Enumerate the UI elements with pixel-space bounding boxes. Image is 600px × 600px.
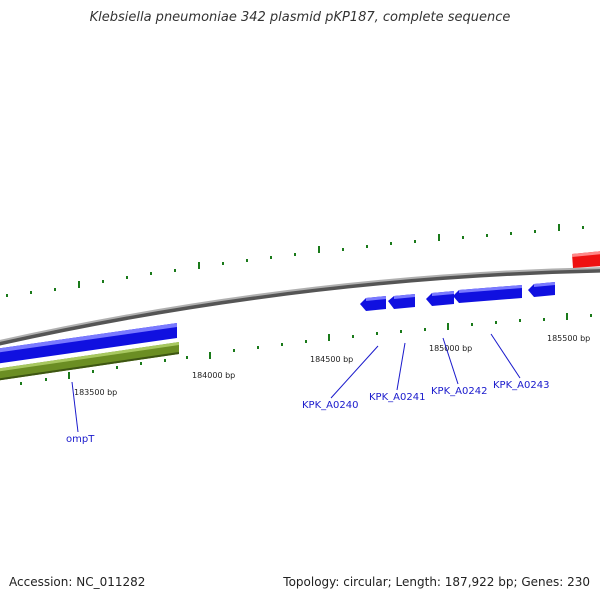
- cds-kpk-a0242: [426, 291, 454, 306]
- gene-label-kpk-a0242[interactable]: KPK_A0242: [431, 386, 487, 397]
- cds-kpk-a0243: [453, 285, 522, 303]
- cds-blue-left: [0, 323, 177, 364]
- tick-label-185000: 185000 bp: [429, 344, 472, 353]
- tick-label-184000: 184000 bp: [192, 371, 235, 380]
- cds-kpk-a0241: [388, 294, 415, 309]
- outer-tick-row: [6, 224, 584, 297]
- cds-ompT: [0, 342, 179, 381]
- accession-text: Accession: NC_011282: [9, 575, 146, 589]
- gene-label-kpk-a0243[interactable]: KPK_A0243: [493, 380, 549, 391]
- map-title: Klebsiella pneumoniae 342 plasmid pKP187…: [89, 10, 511, 25]
- gene-label-kpk-a0240[interactable]: KPK_A0240: [302, 400, 358, 411]
- gene-label-leaders: [71, 333, 521, 433]
- tick-label-184500: 184500 bp: [310, 355, 353, 364]
- tick-label-185500: 185500 bp: [547, 334, 590, 343]
- cds-red: [572, 251, 600, 268]
- backbone: [0, 267, 600, 346]
- cds-blue-small: [528, 282, 555, 297]
- tick-label-183500: 183500 bp: [74, 388, 117, 397]
- gene-label-kpk-a0241[interactable]: KPK_A0241: [369, 392, 425, 403]
- summary-text: Topology: circular; Length: 187,922 bp; …: [283, 575, 590, 589]
- gene-label-ompT[interactable]: ompT: [66, 434, 95, 445]
- cds-kpk-a0240: [360, 296, 386, 311]
- inner-tick-row: [20, 313, 592, 385]
